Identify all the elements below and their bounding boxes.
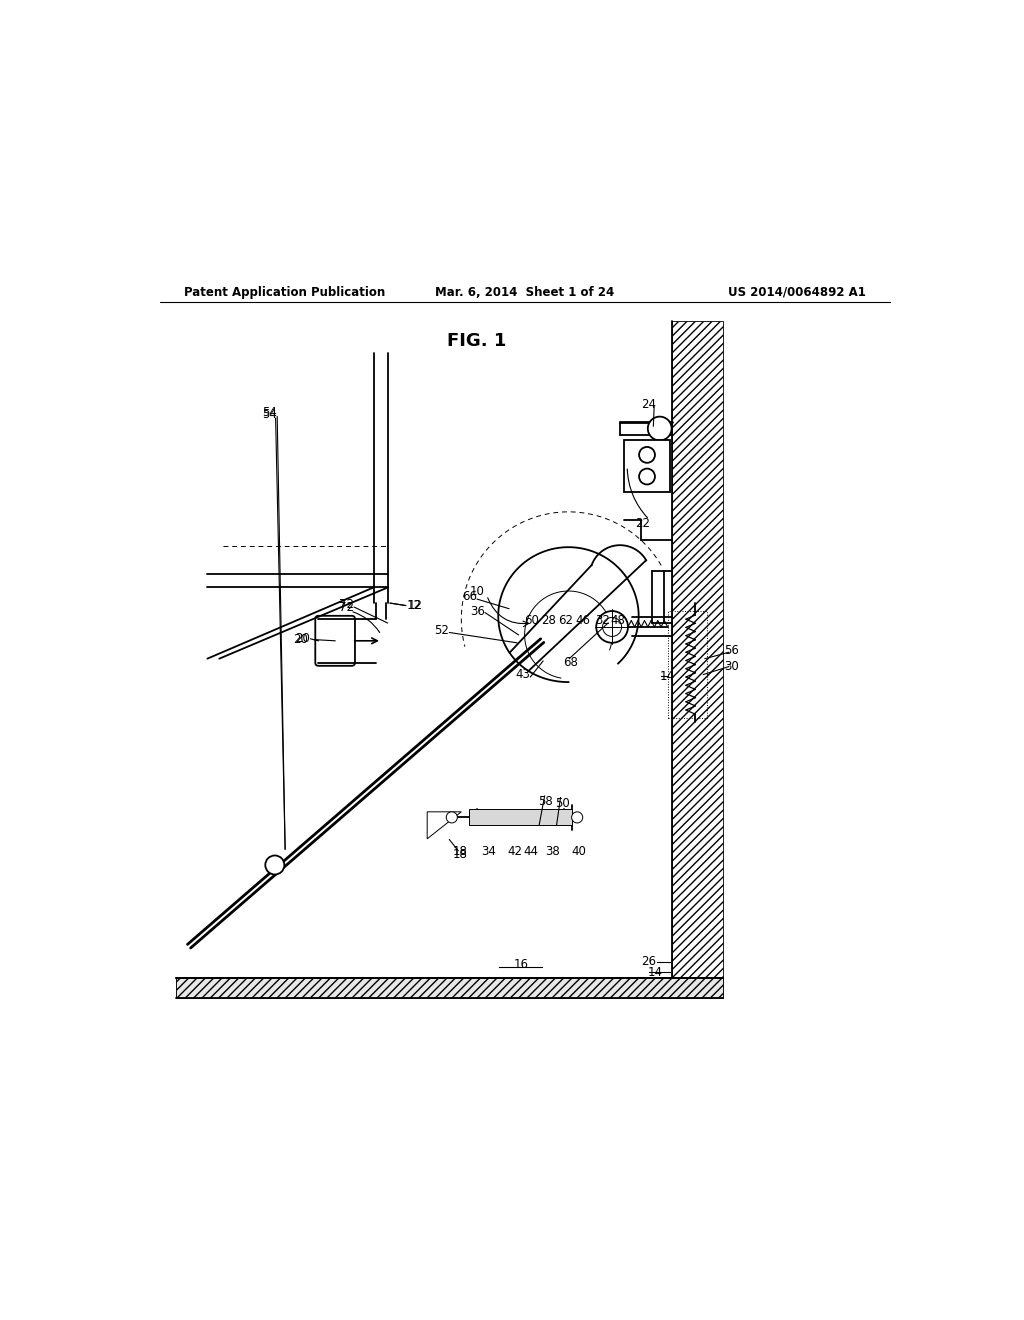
Text: 36: 36 [470, 605, 484, 618]
Bar [624, 441, 670, 492]
Text: 68: 68 [563, 656, 579, 669]
Text: 58: 58 [538, 795, 553, 808]
Circle shape [446, 812, 458, 822]
Circle shape [596, 611, 628, 643]
Text: 16: 16 [513, 958, 528, 970]
Text: 60: 60 [523, 614, 539, 627]
Text: 38: 38 [545, 845, 560, 858]
Text: 48: 48 [610, 614, 625, 627]
FancyBboxPatch shape [315, 616, 355, 665]
Polygon shape [176, 978, 723, 998]
Text: 42: 42 [508, 845, 523, 858]
Text: 44: 44 [523, 845, 539, 858]
Text: 20: 20 [294, 634, 308, 645]
Text: 54: 54 [262, 408, 276, 421]
Text: 54: 54 [262, 407, 276, 420]
Text: 52: 52 [434, 624, 449, 638]
Text: FIG. 1: FIG. 1 [447, 333, 507, 350]
Circle shape [648, 417, 672, 441]
Text: 14: 14 [660, 669, 675, 682]
Polygon shape [672, 321, 723, 978]
Text: 72: 72 [339, 601, 353, 614]
Text: 26: 26 [641, 956, 656, 969]
Text: 62: 62 [558, 614, 573, 627]
Bar [469, 809, 572, 825]
Text: US 2014/0064892 A1: US 2014/0064892 A1 [728, 285, 866, 298]
Circle shape [639, 447, 655, 463]
Text: 56: 56 [724, 644, 738, 657]
Text: 10: 10 [470, 585, 484, 598]
Text: 43: 43 [516, 668, 530, 681]
Text: 72: 72 [339, 598, 353, 611]
Text: 18: 18 [453, 845, 467, 858]
Text: 32: 32 [595, 614, 610, 627]
Text: 24: 24 [641, 399, 656, 412]
Text: 22: 22 [635, 517, 650, 531]
Circle shape [265, 855, 285, 875]
Text: 40: 40 [571, 845, 586, 858]
Circle shape [571, 812, 583, 822]
Polygon shape [176, 978, 723, 998]
Text: 34: 34 [481, 845, 497, 858]
Text: 28: 28 [541, 614, 556, 627]
Polygon shape [427, 812, 462, 838]
Text: 12: 12 [407, 599, 421, 612]
Text: 18: 18 [453, 849, 467, 861]
Text: 14: 14 [647, 966, 663, 978]
Text: 12: 12 [408, 599, 423, 612]
Text: 46: 46 [575, 614, 590, 627]
Text: 20: 20 [295, 632, 310, 645]
Text: 50: 50 [555, 796, 570, 809]
Circle shape [639, 469, 655, 484]
Circle shape [602, 618, 622, 636]
Text: Patent Application Publication: Patent Application Publication [183, 285, 385, 298]
Text: 66: 66 [462, 590, 477, 603]
Text: 30: 30 [724, 660, 738, 673]
Text: Mar. 6, 2014  Sheet 1 of 24: Mar. 6, 2014 Sheet 1 of 24 [435, 285, 614, 298]
